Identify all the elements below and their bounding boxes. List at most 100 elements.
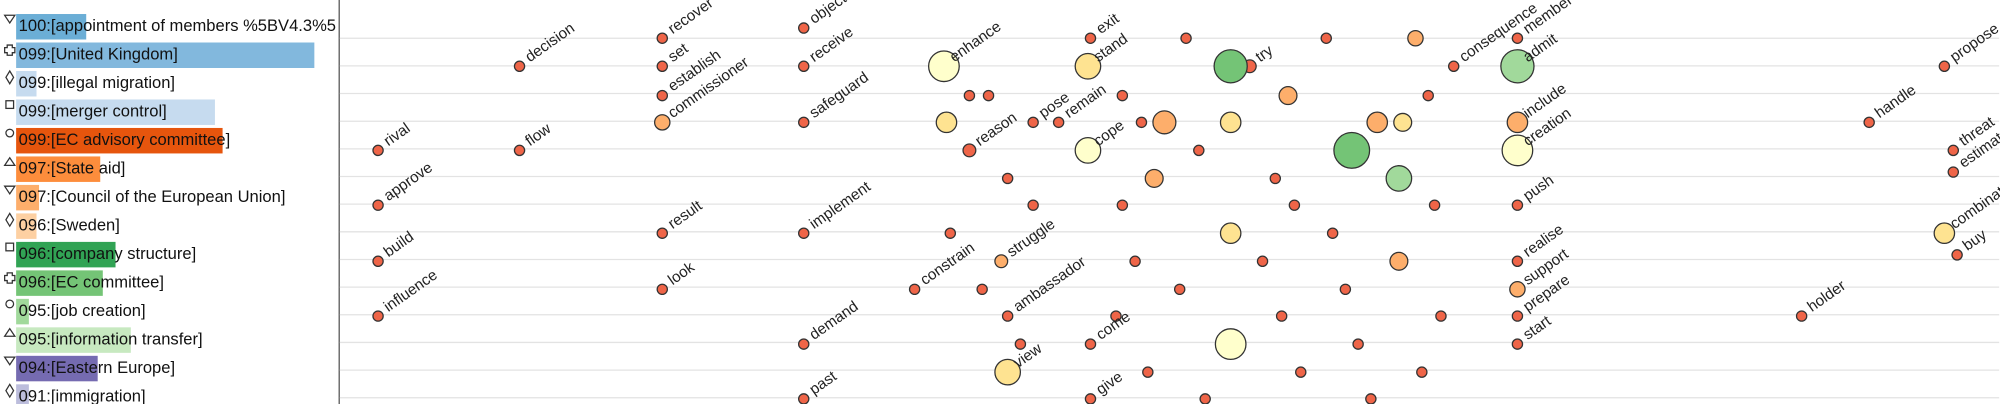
word-point[interactable] [1144,168,1164,188]
word-point[interactable] [1511,199,1524,211]
word-point[interactable] [1320,32,1332,44]
word-point[interactable] [1084,32,1097,44]
word-point[interactable] [994,254,1009,269]
word-point[interactable] [513,144,526,157]
word-point[interactable] [1947,144,1960,157]
word-point[interactable] [798,116,810,129]
word-point[interactable] [1500,49,1535,84]
word-point[interactable] [656,32,669,44]
word-point[interactable] [1385,165,1413,192]
list-row[interactable]: 095:[job creation] [5,298,146,325]
word-point[interactable] [1509,281,1526,298]
word-point[interactable] [1219,111,1242,134]
word-point[interactable] [372,255,384,267]
word-point[interactable] [1214,328,1247,361]
word-point[interactable] [1027,199,1039,211]
list-row[interactable]: 099:[merger control] [5,99,215,125]
word-point[interactable] [962,143,977,158]
word-point[interactable] [1511,310,1524,322]
word-point[interactable] [944,227,957,239]
word-point[interactable] [1416,366,1428,378]
word-point[interactable] [653,114,671,131]
word-point[interactable] [798,22,810,34]
word-point[interactable] [798,227,810,239]
word-point[interactable] [1116,199,1129,211]
word-point[interactable] [513,60,526,73]
list-row[interactable]: 097:[State aid] [3,156,126,182]
word-point[interactable] [1511,255,1524,267]
word-point[interactable] [1074,52,1102,80]
word-point[interactable] [1213,49,1248,84]
word-point[interactable] [1199,393,1211,404]
word-point[interactable] [1795,310,1808,322]
word-point[interactable] [1428,199,1441,211]
word-point[interactable] [1326,227,1339,239]
word-point[interactable] [1027,116,1039,129]
word-point[interactable] [1288,199,1301,211]
word-point[interactable] [656,283,669,296]
list-row[interactable]: 099:[EC advisory committee] [5,127,230,154]
list-row[interactable]: 094:[Eastern Europe] [3,355,175,382]
word-point[interactable] [1947,166,1960,178]
list-row[interactable]: 096:[EC committee] [4,270,164,296]
list-row[interactable]: 091:[immigration] [5,383,146,404]
word-point[interactable] [1001,172,1014,185]
list-row[interactable]: 095:[information transfer] [3,327,203,353]
word-point[interactable] [1422,89,1434,102]
word-point[interactable] [1084,338,1097,350]
word-point[interactable] [1352,338,1364,350]
word-point[interactable] [1389,251,1409,271]
word-point[interactable] [1506,111,1529,134]
word-point[interactable] [1129,255,1141,267]
word-point[interactable] [976,283,988,296]
word-point[interactable] [1014,338,1027,350]
word-point[interactable] [1435,310,1447,322]
list-row[interactable]: 099:[illegal migration] [5,69,175,97]
word-point[interactable] [1219,222,1242,245]
word-point[interactable] [1393,112,1413,132]
word-point[interactable] [1933,222,1956,245]
word-point[interactable] [798,393,810,404]
word-point[interactable] [1256,255,1269,267]
word-point[interactable] [372,144,384,157]
word-point[interactable] [1173,283,1186,296]
word-point[interactable] [1365,393,1377,404]
word-point[interactable] [1052,116,1065,129]
word-point[interactable] [1110,310,1122,322]
list-row[interactable]: 099:[United Kingdom] [4,42,315,68]
word-point[interactable] [1152,110,1177,135]
word-point[interactable] [1863,116,1875,129]
word-point[interactable] [1366,111,1389,134]
word-point[interactable] [1180,32,1192,44]
list-row[interactable]: 096:[company structure] [5,241,196,268]
word-point[interactable] [1116,89,1129,102]
word-point[interactable] [1074,137,1102,164]
word-point[interactable] [927,50,960,83]
word-point[interactable] [1501,134,1534,167]
word-point[interactable] [1938,60,1951,73]
word-point[interactable] [994,358,1022,386]
word-point[interactable] [1295,366,1307,378]
word-point[interactable] [1135,116,1148,129]
list-row[interactable]: 100:[appointment of members %5BV4.3%5 [3,14,336,40]
list-row[interactable]: 097:[Council of the European Union] [3,184,286,211]
word-point[interactable] [982,89,995,102]
word-point[interactable] [1447,60,1460,73]
word-point[interactable] [1339,283,1352,296]
word-point[interactable] [1269,172,1282,185]
word-point[interactable] [1142,366,1154,378]
word-point[interactable] [1407,29,1424,47]
word-point[interactable] [1511,338,1524,350]
word-point[interactable] [908,283,921,296]
word-point[interactable] [372,199,384,211]
word-point[interactable] [1084,393,1097,404]
word-point[interactable] [372,310,384,322]
word-point[interactable] [1001,310,1014,322]
word-point[interactable] [1511,32,1524,44]
word-point[interactable] [1333,131,1371,169]
word-point[interactable] [1278,86,1298,106]
word-point[interactable] [798,338,810,350]
word-point[interactable] [656,227,669,239]
word-point[interactable] [963,89,976,102]
word-point[interactable] [1951,249,1963,261]
